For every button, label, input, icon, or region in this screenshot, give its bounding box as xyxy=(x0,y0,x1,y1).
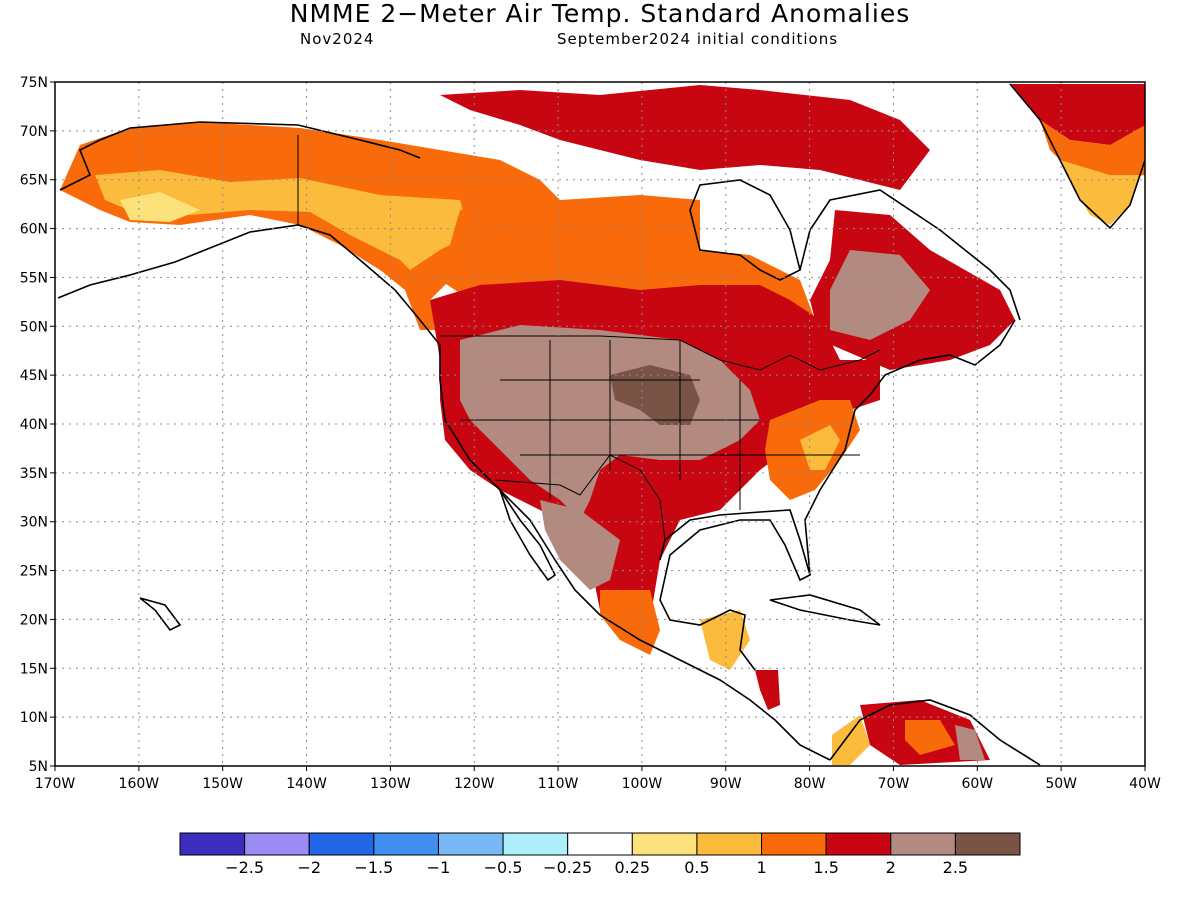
lat-label: 75N xyxy=(20,75,48,91)
coast-labrador xyxy=(799,189,1021,321)
coast-hawaii xyxy=(139,597,182,632)
coast-alaska xyxy=(59,121,421,191)
shade-alaska-orange xyxy=(60,122,560,330)
coast-gulf xyxy=(659,509,811,671)
shade-arctic-red xyxy=(440,85,930,190)
shade-greenland-red xyxy=(1010,84,1145,145)
init-conditions: September2024 initial conditions xyxy=(557,30,839,48)
lat-label: 30N xyxy=(20,515,48,531)
lon-label: 170W xyxy=(35,776,76,792)
shade-carolina-yellow xyxy=(800,425,840,470)
lon-label: 140W xyxy=(286,776,327,792)
shade-central-america-red xyxy=(755,670,780,710)
shade-sa-yellow xyxy=(832,715,870,765)
colorbar-swatch xyxy=(761,832,827,856)
coast-east xyxy=(804,319,1016,576)
lat-label: 65N xyxy=(20,173,48,189)
colorbar-swatch xyxy=(373,832,439,856)
coast-baja xyxy=(499,489,557,582)
shade-quebec-brown xyxy=(830,250,930,340)
lon-label: 60W xyxy=(961,776,993,792)
lon-label: 110W xyxy=(538,776,579,792)
coast-greenland xyxy=(1009,83,1145,230)
colorbar-label: −0.25 xyxy=(543,858,592,877)
colorbar-swatch xyxy=(631,832,698,856)
lat-label: 10N xyxy=(20,710,48,726)
lat-label: 50N xyxy=(20,319,48,335)
shade-alaska-yellow xyxy=(95,170,470,270)
colorbar-swatch xyxy=(502,832,569,856)
colorbar-label: 0.5 xyxy=(684,858,709,877)
latitude-labels: 75N 70N 65N 60N 55N 50N 45N 40N 35N 30N 25N 20N 15N 1… xyxy=(20,75,55,775)
shade-alaska-pale xyxy=(120,192,200,222)
colorbar-label: −2.5 xyxy=(225,858,264,877)
lat-label: 60N xyxy=(20,222,48,238)
lon-label: 120W xyxy=(454,776,495,792)
colorbar-label: −2 xyxy=(297,858,321,877)
borders xyxy=(297,135,881,541)
colorbar-swatch xyxy=(954,832,1021,856)
shade-sa-brown xyxy=(955,725,985,760)
lat-label: 15N xyxy=(20,661,48,677)
shade-sa-orange xyxy=(905,720,955,755)
lat-label: 45N xyxy=(20,368,48,384)
coast-cuba xyxy=(769,594,881,626)
colorbar-label: −1 xyxy=(427,858,451,877)
colorbar-swatch xyxy=(825,832,892,856)
colorbar-swatch xyxy=(179,832,246,856)
coast-south-america xyxy=(829,699,1041,766)
lon-label: 70W xyxy=(878,776,910,792)
colorbar-label: 0.25 xyxy=(614,858,650,877)
shade-southwest-brown xyxy=(540,500,620,590)
colorbar-swatch xyxy=(567,832,633,856)
colorbar-swatch xyxy=(244,832,310,856)
colorbar-label: −1.5 xyxy=(354,858,393,877)
coastlines xyxy=(57,83,1145,766)
border-us-canada xyxy=(440,335,881,371)
lon-label: 100W xyxy=(622,776,663,792)
lon-label: 160W xyxy=(119,776,160,792)
lon-label: 90W xyxy=(710,776,742,792)
colorbar-label: 1 xyxy=(756,858,766,877)
lon-label: 130W xyxy=(370,776,411,792)
shade-greenland-yellow xyxy=(1060,160,1140,225)
colorbar-swatch xyxy=(308,832,375,856)
lon-label: 80W xyxy=(794,776,826,792)
lat-label: 5N xyxy=(29,759,48,775)
map-title: NMME 2−Meter Air Temp. Standard Anomalie… xyxy=(289,0,911,28)
lon-label: 40W xyxy=(1129,776,1161,792)
colorbar-swatch xyxy=(437,832,504,856)
lat-label: 20N xyxy=(20,612,48,628)
shade-yucatan-yellow xyxy=(700,610,750,670)
coast-aleutians xyxy=(57,249,206,299)
lat-label: 70N xyxy=(20,124,48,140)
lon-label: 50W xyxy=(1045,776,1077,792)
lat-label: 35N xyxy=(20,466,48,482)
graticule xyxy=(55,82,1145,766)
lat-label: 25N xyxy=(20,564,48,580)
anomaly-shading xyxy=(60,84,1145,765)
lat-label: 40N xyxy=(20,417,48,433)
shade-mexico-orange xyxy=(600,590,660,655)
colorbar-labels: −2.5 −2 −1.5 −1 −0.5 −0.25 0.25 0.5 1 1.5 2 2.5 xyxy=(225,858,968,877)
lon-label: 150W xyxy=(202,776,243,792)
colorbar-label: −0.5 xyxy=(484,858,523,877)
colorbar-label: 2 xyxy=(886,858,896,877)
longitude-labels: 170W 160W 150W 140W 130W 120W 110W 100W 90W 80W 70… xyxy=(35,766,1161,792)
colorbar-swatch xyxy=(696,832,763,856)
colorbar xyxy=(179,832,1021,856)
lat-label: 55N xyxy=(20,270,48,286)
coast-hudson xyxy=(689,179,801,281)
colorbar-label: 2.5 xyxy=(943,858,968,877)
colorbar-label: 1.5 xyxy=(813,858,838,877)
target-month: Nov2024 xyxy=(300,30,375,48)
colorbar-swatch xyxy=(890,832,956,856)
